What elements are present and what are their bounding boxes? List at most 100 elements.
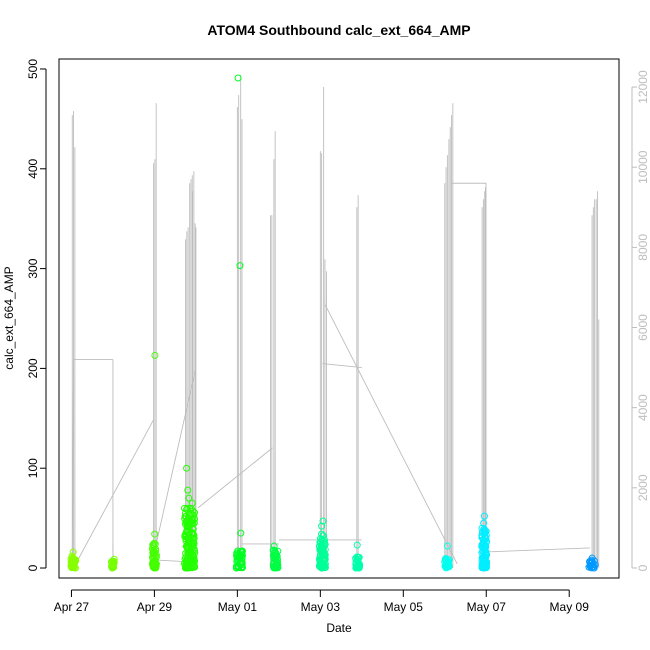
data-point [150,548,158,556]
x-tick-label: May 03 [301,600,341,614]
secondary-connector-line [73,419,154,569]
y2-tick-label: 6000 [636,314,650,341]
y-axis: 0 100 200 300 400 500 [26,59,47,571]
data-point [188,515,196,523]
data-point-outlier [480,519,488,527]
data-point [181,531,189,539]
x-tick-label: Apr 29 [137,600,173,614]
data-point-outlier [185,494,193,502]
data-point [189,520,197,528]
y-tick-label: 400 [26,158,40,178]
secondary-connector-line [322,363,362,369]
y2-tick-label: 0 [636,564,650,571]
y-tick-label: 100 [26,458,40,478]
y-axis-label: calc_ext_664_AMP [2,266,16,369]
data-point [321,536,329,544]
data-point [482,563,490,571]
data-point [318,537,326,545]
data-point [441,556,449,564]
data-point [234,563,242,571]
data-point [187,504,195,512]
data-point-outlier [480,512,488,520]
data-point [587,564,595,572]
y2-tick-label: 10000 [636,150,650,184]
data-point-outlier [188,499,196,507]
data-point [184,548,192,556]
data-point [480,528,488,536]
y2-tick-label: 2000 [636,474,650,501]
data-point [189,559,197,567]
data-point [481,558,489,566]
data-point [68,564,76,572]
data-point [182,563,190,571]
data-point [273,562,281,570]
y2-tick-label: 8000 [636,234,650,261]
y-tick-label: 500 [26,59,40,79]
data-point [317,542,325,550]
secondary-connector-line [197,447,273,509]
data-point [189,539,197,547]
data-point [180,504,188,512]
data-point [149,563,157,571]
points-layer [67,74,599,572]
data-point [317,547,325,555]
data-point-outlier [237,529,245,537]
y-tick-label: 300 [26,258,40,278]
x-tick-label: May 07 [467,600,507,614]
data-point [321,545,329,553]
secondary-connector-line [324,303,458,565]
data-point [271,547,279,555]
data-point [479,547,487,555]
data-point [188,529,196,537]
data-point [321,554,329,562]
chart-title: ATOM4 Southbound calc_ext_664_AMP [207,22,470,38]
data-point-outlier [69,548,77,556]
y-tick-label: 200 [26,358,40,378]
data-point-outlier [588,554,596,562]
data-point [185,530,193,538]
data-point [189,525,197,533]
x-tick-label: May 05 [384,600,424,614]
x-axis: Apr 27 Apr 29 May 01 May 03 May 05 May 07 May … [54,589,589,614]
data-point [238,548,246,556]
data-point [319,563,327,571]
data-point-outlier [234,74,242,82]
x-axis-label: Date [326,621,352,635]
x-tick-label: Apr 27 [54,600,90,614]
secondary-connector-line [153,367,197,553]
data-point [235,555,243,563]
data-point [590,564,598,572]
data-point [191,557,199,565]
data-point [353,553,361,561]
data-point [480,546,488,554]
secondary-y-axis: 0 2000 4000 6000 8000 10000 12000 [631,70,650,571]
data-point [191,549,199,557]
data-point [149,541,157,549]
data-point [319,562,327,570]
data-point [318,530,326,538]
data-point-outlier [318,522,326,530]
data-point [188,538,196,546]
plot-frame [58,58,620,579]
data-point-outlier [353,541,361,549]
data-point [191,515,199,523]
data-point [108,564,116,572]
data-point [190,538,198,546]
data-point [69,563,77,571]
data-point-outlier [236,262,244,270]
y2-tick-label: 4000 [636,394,650,421]
y-tick-label: 0 [26,564,40,571]
data-point [316,563,324,571]
data-point-outlier [270,542,278,550]
data-point [270,563,278,571]
data-point [480,540,488,548]
data-point-outlier [151,530,159,538]
data-point [181,515,189,523]
data-point-outlier [319,517,327,525]
data-point [319,538,327,546]
x-tick-label: May 01 [218,600,258,614]
data-point-outlier [184,486,192,494]
data-point [181,509,189,517]
